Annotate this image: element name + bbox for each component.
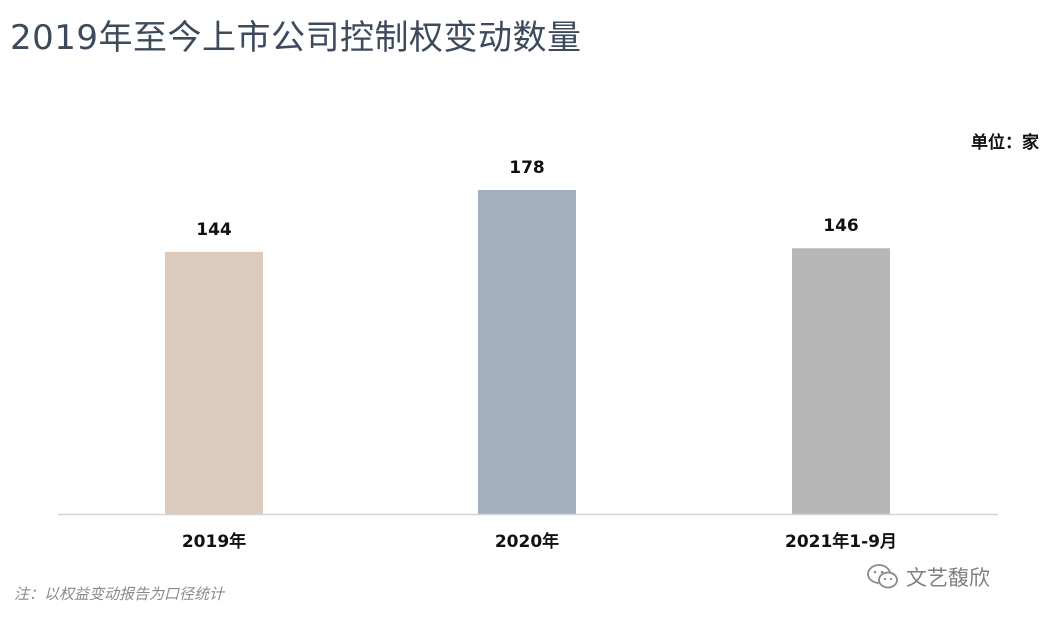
data-label-3: 146 [823, 216, 859, 236]
page-title: 2019年至今上市公司控制权变动数量 [10, 18, 582, 58]
unit-label: 单位：家 [971, 133, 1039, 153]
data-label-1: 144 [196, 220, 232, 240]
bar-3 [792, 248, 890, 514]
wechat-icon [866, 563, 900, 591]
bar-2 [478, 190, 576, 514]
x-tick-label-3: 2021年1-9月 [785, 531, 897, 552]
watermark-text: 文艺馥欣 [906, 566, 990, 590]
footnote: 注：以权益变动报告为口径统计 [14, 585, 225, 603]
watermark: 文艺馥欣 [866, 562, 990, 592]
data-label-2: 178 [509, 158, 545, 178]
x-tick-label-1: 2019年 [182, 531, 246, 552]
bar-1 [165, 251, 263, 514]
x-tick-label-2: 2020年 [495, 531, 559, 552]
